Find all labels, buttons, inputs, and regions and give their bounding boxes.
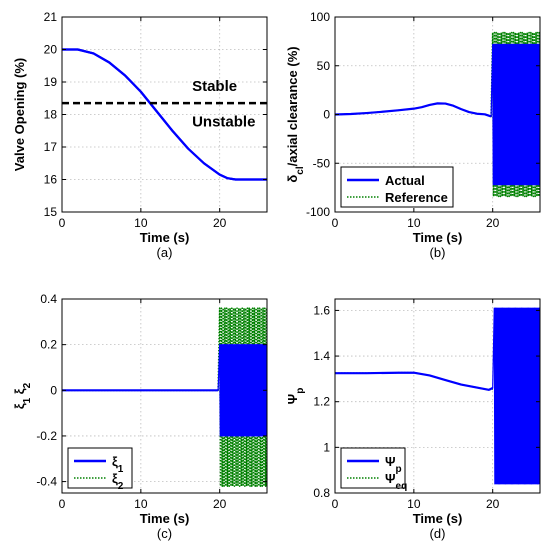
- x-tick-label: 0: [59, 216, 66, 230]
- legend-label-name: ξ: [112, 454, 118, 469]
- legend-box: [340, 166, 454, 208]
- series-line: [62, 344, 267, 437]
- x-tick-label: 20: [486, 216, 500, 230]
- series-line-trend: [62, 48, 267, 181]
- legend-label: Ψp: [385, 454, 402, 475]
- y-tick-label: 0.2: [40, 338, 57, 352]
- y-axis-label-rest: /axial clearance (%): [285, 46, 300, 166]
- x-tick-label: 20: [213, 497, 227, 511]
- y-tick-label: 1: [323, 440, 330, 454]
- x-tick-label: 0: [332, 216, 339, 230]
- annotation-label: Unstable: [192, 114, 255, 131]
- legend-label-name: Actual: [385, 173, 425, 188]
- panel-caption: (d): [430, 526, 446, 541]
- y-tick-label: 1.4: [313, 349, 330, 363]
- legend-label-subscript: 1: [118, 464, 124, 475]
- x-axis-label: Time (s): [140, 230, 190, 245]
- x-axis-label: Time (s): [140, 511, 190, 526]
- y-tick-label: -100: [306, 205, 330, 219]
- data-layer: [335, 307, 540, 485]
- legend-label: Actual: [385, 173, 425, 188]
- y-axis-label-symbol: δ: [285, 175, 300, 183]
- x-tick-label: 0: [59, 497, 66, 511]
- y-axis-label-symbol: ξ: [12, 403, 27, 409]
- legend-label-subscript: eq: [396, 481, 408, 492]
- y-tick-label: 0.4: [40, 292, 57, 306]
- plot-frame: [334, 298, 541, 494]
- y-axis-label-symbol: Ψ: [285, 394, 300, 405]
- y-tick-label: 20: [44, 43, 58, 57]
- y-tick-label: 0: [323, 108, 330, 122]
- legend-label: Reference: [385, 190, 448, 205]
- y-tick-label: 0.8: [313, 486, 330, 500]
- y-tick-label: 1.2: [313, 395, 330, 409]
- data-layer: [335, 31, 540, 198]
- legend-label-name: Ψ: [385, 471, 396, 486]
- legend-box: [67, 447, 133, 489]
- y-tick-label: 19: [44, 75, 58, 89]
- y-tick-label: 100: [310, 10, 330, 24]
- y-tick-label: 21: [44, 10, 58, 24]
- legend-label: ξ2: [112, 471, 124, 492]
- legend-label-subscript: p: [396, 464, 402, 475]
- x-tick-label: 10: [407, 216, 421, 230]
- legend-label-name: Reference: [385, 190, 448, 205]
- legend-label: ξ1: [112, 454, 124, 475]
- y-tick-label: 18: [44, 108, 58, 122]
- y-axis-label: δcl/axial clearance (%): [285, 46, 306, 182]
- x-tick-label: 20: [486, 497, 500, 511]
- y-axis-label-subscript: 2: [22, 382, 33, 388]
- y-tick-label: 17: [44, 140, 58, 154]
- y-axis-label-subscript: 1: [22, 397, 33, 403]
- panel-caption: (c): [157, 526, 172, 541]
- y-tick-label: -50: [313, 156, 331, 170]
- y-tick-label: 0: [50, 383, 57, 397]
- y-axis-label: Ψp: [285, 388, 306, 405]
- panel-caption: (b): [430, 245, 446, 260]
- legend-label: Ψeq: [385, 471, 407, 492]
- panel-a: Stable Unstable 0 10 20 15 16 17 18 19 20 21 Time (s…: [12, 10, 268, 260]
- panel-b: 0 10 20 -100 -50 0 50 100 Time (s)(b) δcl/axial c…: [285, 10, 541, 260]
- legend-box: [340, 447, 406, 489]
- y-tick-label: 1.6: [313, 303, 330, 317]
- data-layer: [62, 48, 267, 181]
- legend-label-name: Ψ: [385, 454, 396, 469]
- x-axis-label: Time (s): [413, 230, 463, 245]
- annotation-label: Stable: [192, 78, 237, 95]
- y-axis-label-mid: ξ: [12, 388, 27, 398]
- x-tick-label: 10: [134, 216, 148, 230]
- y-tick-label: 16: [44, 173, 58, 187]
- x-tick-label: 20: [213, 216, 227, 230]
- series-line: [335, 43, 540, 186]
- y-axis-label: ξ1 ξ2: [12, 382, 33, 409]
- x-tick-label: 0: [332, 497, 339, 511]
- y-tick-label: -0.2: [36, 429, 57, 443]
- legend-label-subscript: 2: [118, 481, 124, 492]
- panel-caption: (a): [157, 245, 173, 260]
- y-tick-label: 50: [317, 59, 331, 73]
- y-tick-label: 15: [44, 205, 58, 219]
- x-tick-label: 10: [134, 497, 148, 511]
- y-axis-label-subscript: cl: [295, 166, 306, 175]
- series-line: [335, 307, 540, 485]
- x-axis-label: Time (s): [413, 511, 463, 526]
- y-axis-label: Valve Opening (%): [12, 58, 27, 171]
- plot-frame: [61, 298, 268, 494]
- legend-label-name: ξ: [112, 471, 118, 486]
- y-tick-label: -0.4: [36, 475, 57, 489]
- series-line-trend: [335, 102, 492, 118]
- data-layer: [62, 307, 267, 487]
- legend: Actual Reference: [340, 166, 454, 208]
- series-line-trend: [335, 371, 494, 391]
- y-axis-label-subscript: p: [295, 388, 306, 394]
- x-tick-label: 10: [407, 497, 421, 511]
